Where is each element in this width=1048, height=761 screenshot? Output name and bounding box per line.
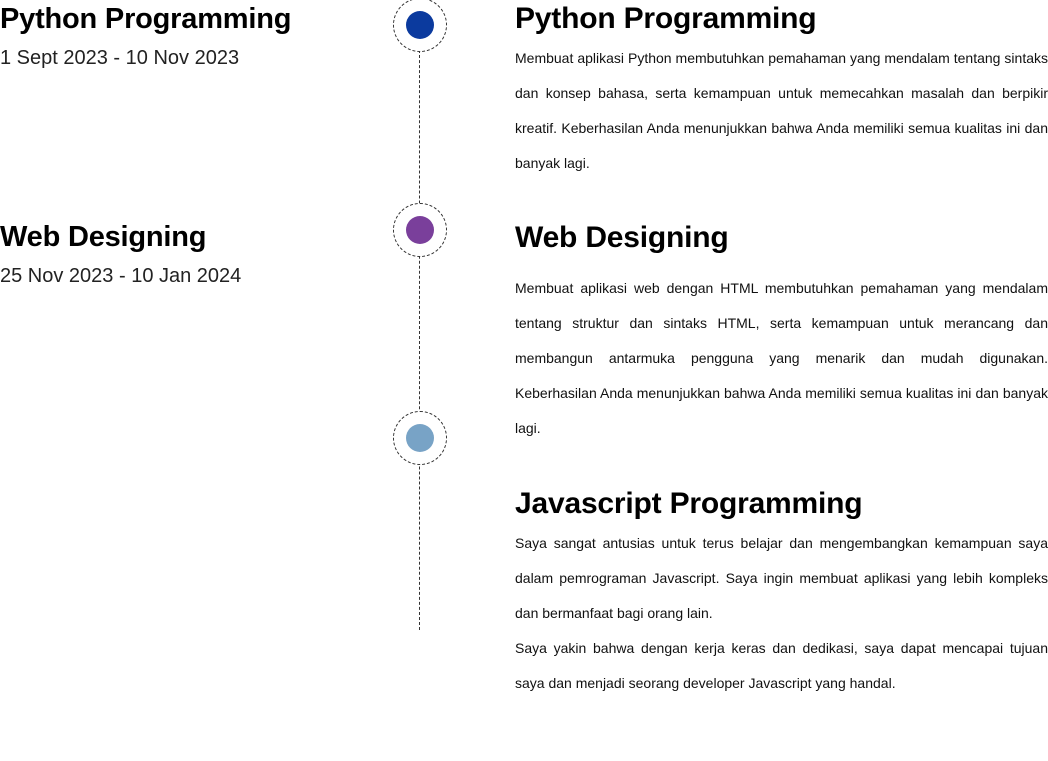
description-javascript-1: Saya sangat antusias untuk terus belajar… bbox=[515, 535, 1048, 621]
timeline-connector bbox=[419, 40, 420, 630]
description-javascript-2: Saya yakin bahwa dengan kerja keras dan … bbox=[515, 640, 1048, 691]
left-entry-python: Python Programming 1 Sept 2023 - 10 Nov … bbox=[0, 1, 380, 71]
right-entry-web: Web Designing Membuat aplikasi web denga… bbox=[515, 220, 1048, 446]
timeline-node-python bbox=[393, 0, 447, 52]
timeline-dot-javascript bbox=[406, 424, 434, 452]
left-title-python: Python Programming bbox=[0, 3, 292, 35]
section-heading-python: Python Programming bbox=[515, 2, 817, 35]
right-entry-python: Python Programming Membuat aplikasi Pyth… bbox=[515, 1, 1048, 181]
description-web: Membuat aplikasi web dengan HTML membutu… bbox=[515, 280, 1048, 436]
date-range-python: 1 Sept 2023 - 10 Nov 2023 bbox=[0, 47, 240, 69]
timeline-dot-python bbox=[406, 11, 434, 39]
description-python: Membuat aplikasi Python membutuhkan pema… bbox=[515, 50, 1048, 171]
left-title-web: Web Designing bbox=[0, 221, 207, 253]
left-entry-web: Web Designing 25 Nov 2023 - 10 Jan 2024 bbox=[0, 219, 380, 289]
timeline-dot-web bbox=[406, 216, 434, 244]
right-entry-javascript: Javascript Programming Saya sangat antus… bbox=[515, 486, 1048, 701]
timeline-node-javascript bbox=[393, 411, 447, 465]
date-range-web: 25 Nov 2023 - 10 Jan 2024 bbox=[0, 265, 242, 287]
section-heading-web: Web Designing bbox=[515, 221, 729, 254]
section-heading-javascript: Javascript Programming bbox=[515, 487, 863, 520]
timeline-node-web bbox=[393, 203, 447, 257]
